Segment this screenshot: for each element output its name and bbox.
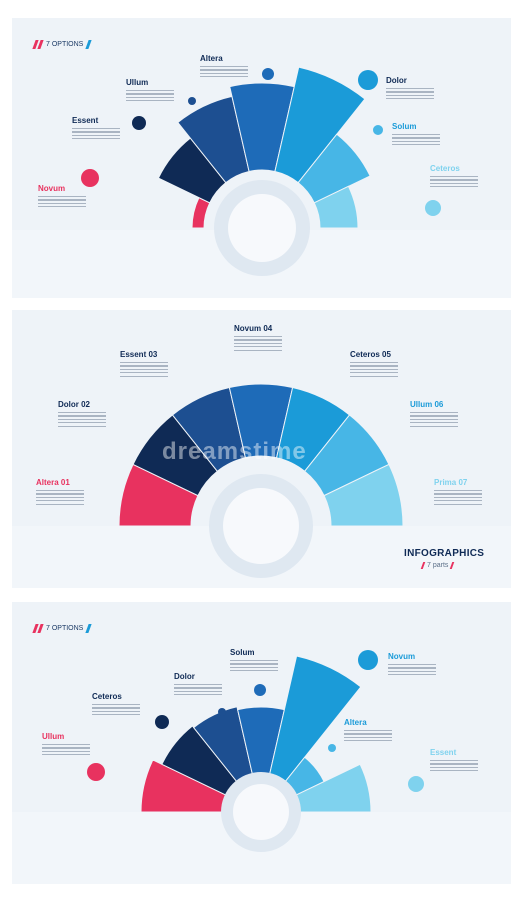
text-lines [36,490,84,507]
label-dolor: Dolor [386,76,407,85]
sector-ceteros [313,185,359,229]
text-lines [388,664,436,678]
diagram-panel-3: 7 OPTIONS Ullum Ceteros Dolor Solum Novu… [12,602,511,884]
text-lines [234,336,282,353]
decorative-dot-icon [81,169,99,187]
sector-novum [228,383,294,459]
radial-chart-2 [12,383,511,588]
label-novum-04: Novum 04 [234,324,273,333]
label-prima-07: Prima 07 [434,478,468,487]
text-lines [410,412,458,429]
label-solum: Solum [392,122,417,131]
decorative-dot-icon [188,97,196,105]
infographics-title: INFOGRAPHICS [404,548,485,559]
text-lines [200,66,248,80]
label-novum: Novum [38,184,66,193]
decorative-dot-icon [358,650,378,670]
decorative-dot-icon [425,200,441,216]
decorative-dot-icon [262,68,274,80]
label-ceteros-05: Ceteros 05 [350,350,391,359]
text-lines [42,744,90,758]
sector-prima [323,463,404,527]
text-lines [38,196,86,210]
decorative-dot-icon [132,116,146,130]
slash-icon [32,624,44,633]
label-solum: Solum [230,648,255,657]
center-circle [233,784,289,840]
label-altera-01: Altera 01 [36,478,70,487]
sector-solum [297,133,371,204]
label-essent: Essent [72,116,99,125]
text-lines [92,704,140,718]
text-lines [430,176,478,190]
decorative-dot-icon [358,70,378,90]
options-label: 7 OPTIONS [46,625,84,632]
decorative-dot-icon [373,125,383,135]
text-lines [350,362,398,379]
text-lines [230,660,278,674]
decorative-dot-icon [218,708,226,716]
text-lines [126,90,174,104]
text-lines [120,362,168,379]
label-essent-03: Essent 03 [120,350,158,359]
text-lines [434,490,482,507]
label-dolor-02: Dolor 02 [58,400,91,409]
decorative-dot-icon [87,763,105,781]
sector-ullum [303,414,390,497]
label-ullum: Ullum [126,78,149,87]
slash-icon [420,562,426,569]
options-label: 7 OPTIONS [46,41,84,48]
center-circle [228,194,296,262]
decorative-dot-icon [408,776,424,792]
diagram-panel-2: dreamstime Altera 01 Dolor 02 Essent 03 … [12,310,511,588]
infographics-subtitle: 7 parts [420,562,455,569]
sector-ceteros [275,386,351,472]
label-ceteros: Ceteros [430,164,460,173]
text-lines [58,412,106,429]
options-badge: 7 OPTIONS [32,624,92,633]
label-altera: Altera [344,718,367,727]
slash-icon [32,40,44,49]
text-lines [174,684,222,698]
text-lines [392,134,440,148]
sector-essent [157,137,227,204]
radial-chart-1 [12,66,511,298]
options-badge: 7 OPTIONS [32,40,92,49]
label-essent: Essent [430,748,457,757]
text-lines [72,128,120,142]
sector-dolor [274,66,366,184]
decorative-dot-icon [328,744,336,752]
sector-essent [171,386,247,472]
label-altera: Altera [200,54,223,63]
sector-dolor [132,414,219,497]
watermark: dreamstime [162,438,307,465]
sector-ullum [177,95,250,184]
label-dolor: Dolor [174,672,195,681]
text-lines [344,730,392,744]
label-ullum: Ullum [42,732,65,741]
text-lines [386,88,434,102]
decorative-dot-icon [254,684,266,696]
label-ullum-06: Ullum 06 [410,400,444,409]
text-lines [430,760,478,774]
label-ceteros: Ceteros [92,692,122,701]
sector-altera [229,82,295,173]
sector-novum [191,196,211,229]
radial-chart-3 [12,650,511,884]
center-circle [223,488,299,564]
label-novum: Novum [388,652,416,661]
decorative-dot-icon [155,715,169,729]
diagram-panel-1: 7 OPTIONS Novum Essent Ullum Altera Dolo… [12,18,511,298]
